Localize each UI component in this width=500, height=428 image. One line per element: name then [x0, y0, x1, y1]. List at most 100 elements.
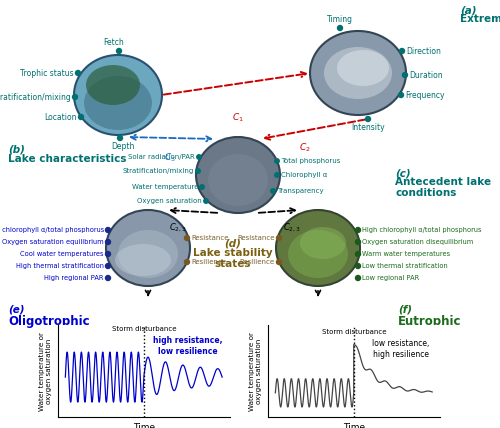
Circle shape	[72, 95, 78, 99]
Text: Location: Location	[44, 113, 77, 122]
Text: (f): (f)	[398, 305, 412, 315]
Circle shape	[275, 159, 279, 163]
Ellipse shape	[324, 47, 392, 99]
Text: Low regional PAR: Low regional PAR	[362, 275, 419, 281]
Text: Cool water temperatures: Cool water temperatures	[20, 251, 104, 257]
Text: Solar radiation/PAR: Solar radiation/PAR	[128, 154, 195, 160]
Text: Resistance: Resistance	[191, 235, 228, 241]
X-axis label: Time: Time	[132, 423, 155, 428]
Circle shape	[400, 48, 404, 54]
Y-axis label: Water temperature or
oxygen saturation: Water temperature or oxygen saturation	[249, 332, 262, 411]
Text: Duration: Duration	[409, 71, 442, 80]
Circle shape	[276, 259, 281, 265]
Circle shape	[398, 92, 404, 98]
Text: $C_{2,3}$: $C_{2,3}$	[169, 222, 187, 234]
Text: Low chlorophyll α/total phosphorus: Low chlorophyll α/total phosphorus	[0, 227, 104, 233]
Text: (d): (d)	[224, 238, 242, 248]
Text: Lake characteristics: Lake characteristics	[8, 154, 126, 164]
Text: Trophic status: Trophic status	[20, 68, 74, 77]
Circle shape	[200, 185, 204, 189]
Text: Stratification/mixing: Stratification/mixing	[0, 92, 71, 101]
X-axis label: Time: Time	[342, 423, 365, 428]
Text: Antecedent lake: Antecedent lake	[395, 177, 491, 187]
Text: Total phosphorus: Total phosphorus	[281, 158, 340, 164]
Circle shape	[106, 276, 110, 280]
Circle shape	[338, 26, 342, 30]
Ellipse shape	[337, 50, 389, 86]
Circle shape	[197, 155, 201, 159]
Ellipse shape	[115, 244, 171, 276]
Text: Frequency: Frequency	[405, 90, 444, 99]
Text: Resistance: Resistance	[238, 235, 275, 241]
Text: Intensity: Intensity	[351, 123, 385, 132]
Text: Eutrophic: Eutrophic	[398, 315, 462, 328]
Ellipse shape	[310, 31, 406, 115]
Text: high resistance,
low resilience: high resistance, low resilience	[153, 336, 222, 356]
Circle shape	[402, 72, 407, 77]
Text: Transparency: Transparency	[277, 188, 324, 194]
Text: High chlorophyll α/total phosphorus: High chlorophyll α/total phosphorus	[362, 227, 482, 233]
Ellipse shape	[276, 210, 360, 286]
Text: Fetch: Fetch	[104, 38, 124, 47]
Circle shape	[184, 235, 190, 241]
Text: Low thermal stratification: Low thermal stratification	[362, 263, 448, 269]
Circle shape	[106, 252, 110, 256]
Text: Storm disturbance: Storm disturbance	[112, 327, 176, 333]
Text: $C_{2,3}$: $C_{2,3}$	[283, 222, 301, 234]
Text: Chlorophyll α: Chlorophyll α	[281, 172, 328, 178]
Text: Oxygen saturation: Oxygen saturation	[137, 198, 202, 204]
Text: (a): (a)	[460, 5, 476, 15]
Text: (e): (e)	[8, 305, 24, 315]
Text: Resilience: Resilience	[240, 259, 275, 265]
Circle shape	[356, 240, 360, 244]
Y-axis label: Water temperature or
oxygen saturation: Water temperature or oxygen saturation	[39, 332, 52, 411]
Circle shape	[275, 173, 279, 177]
Text: $C_1$: $C_1$	[232, 112, 244, 124]
Text: Lake stability: Lake stability	[193, 248, 273, 258]
Text: Oxygen saturation equilibrium: Oxygen saturation equilibrium	[2, 239, 104, 245]
Circle shape	[366, 116, 370, 122]
Text: High regional PAR: High regional PAR	[44, 275, 104, 281]
Circle shape	[356, 228, 360, 232]
Circle shape	[118, 136, 122, 140]
Text: Storm disturbance: Storm disturbance	[322, 329, 386, 335]
Text: Depth: Depth	[112, 142, 134, 151]
Circle shape	[271, 189, 275, 193]
Text: (b): (b)	[8, 145, 25, 155]
Text: Oligotrophic: Oligotrophic	[8, 315, 89, 328]
Circle shape	[276, 235, 281, 241]
Circle shape	[356, 276, 360, 280]
Circle shape	[76, 71, 80, 75]
Text: Water temperature: Water temperature	[132, 184, 198, 190]
Circle shape	[204, 199, 208, 203]
Text: conditions: conditions	[395, 188, 456, 198]
Ellipse shape	[118, 230, 178, 278]
Text: High thermal stratification: High thermal stratification	[16, 263, 104, 269]
Text: Resilience: Resilience	[191, 259, 226, 265]
Text: Warm water temperatures: Warm water temperatures	[362, 251, 450, 257]
Ellipse shape	[86, 65, 140, 105]
Circle shape	[356, 252, 360, 256]
Circle shape	[106, 240, 110, 244]
Circle shape	[356, 264, 360, 268]
Text: Stratification/mixing: Stratification/mixing	[123, 168, 194, 174]
Circle shape	[116, 48, 121, 54]
Ellipse shape	[74, 55, 162, 135]
Ellipse shape	[106, 210, 190, 286]
Ellipse shape	[208, 154, 268, 206]
Text: states: states	[215, 259, 252, 269]
Circle shape	[78, 115, 84, 119]
Text: Oxygen saturation disequilibrium: Oxygen saturation disequilibrium	[362, 239, 473, 245]
Text: Direction: Direction	[406, 47, 441, 56]
Text: $C_2$: $C_2$	[299, 142, 311, 154]
Ellipse shape	[300, 227, 346, 259]
Circle shape	[196, 169, 200, 173]
Ellipse shape	[288, 230, 348, 278]
Text: Extreme storms: Extreme storms	[460, 14, 500, 24]
Ellipse shape	[196, 137, 280, 213]
Circle shape	[106, 228, 110, 232]
Circle shape	[184, 259, 190, 265]
Text: Timing: Timing	[327, 15, 353, 24]
Circle shape	[106, 264, 110, 268]
Ellipse shape	[84, 76, 152, 130]
